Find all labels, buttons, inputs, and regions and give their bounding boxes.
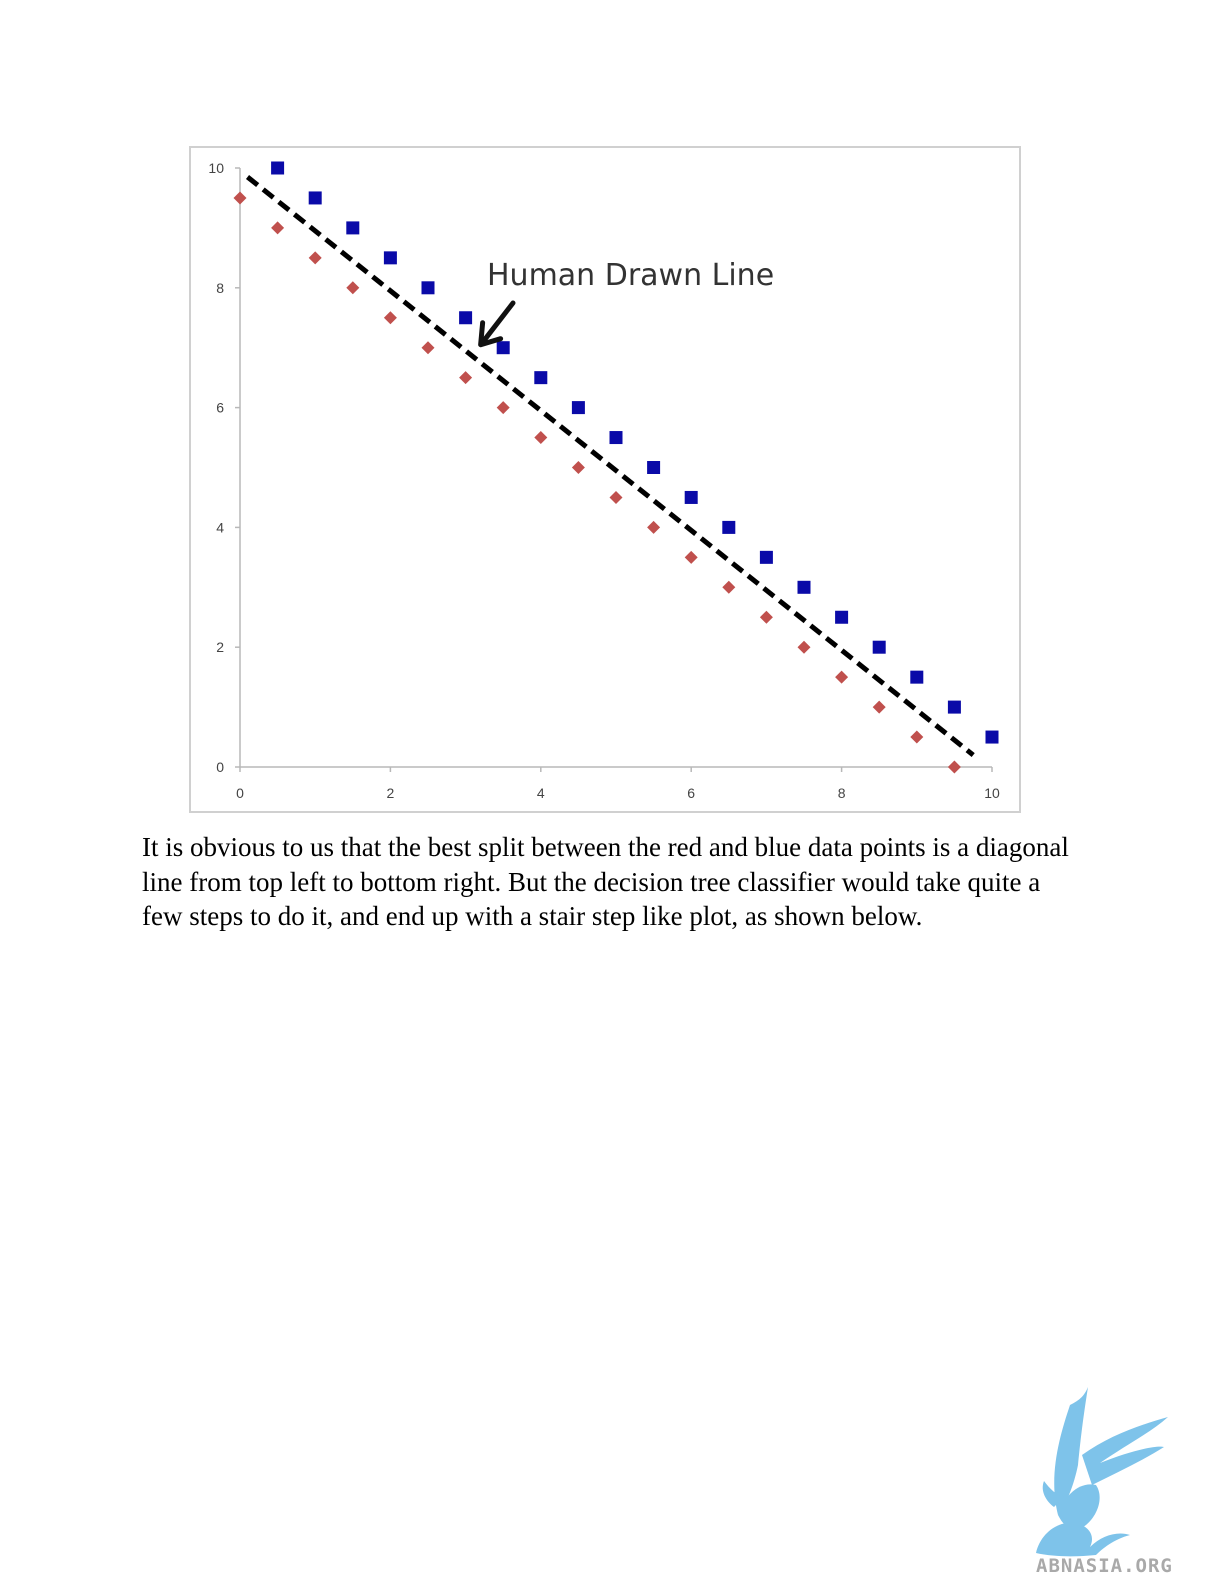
x-tick-label: 8 (838, 785, 846, 801)
blue-square-point (684, 490, 698, 504)
red-diamond-point (835, 670, 849, 684)
red-diamond-point (346, 281, 360, 295)
red-diamond-point (910, 730, 924, 744)
red-diamond-point (759, 610, 773, 624)
red-diamond-point (609, 490, 623, 504)
blue-square-point (346, 221, 360, 235)
x-tick-label: 0 (236, 785, 244, 801)
red-diamond-point (722, 580, 736, 594)
logo-wordmark: ABNASIA.ORG (1036, 1555, 1173, 1577)
blue-square-point (722, 520, 736, 534)
red-diamond-point (271, 221, 285, 235)
annotation-arrow-icon (478, 300, 516, 348)
red-diamond-point (797, 640, 811, 654)
x-tick-label: 4 (537, 785, 545, 801)
blue-square-point (759, 550, 773, 564)
blue-square-point (459, 311, 473, 325)
blue-square-point (308, 191, 322, 205)
red-diamond-point (684, 550, 698, 564)
y-tick-label: 8 (216, 280, 224, 296)
blue-square-point (571, 401, 585, 415)
red-diamond-point (421, 341, 435, 355)
scatter-chart: 0 2 4 6 8 10 0 2 4 6 8 10 Human Drawn Line (208, 160, 1000, 801)
blue-square-point (835, 610, 849, 624)
blue-square-point (947, 700, 961, 714)
red-diamond-point (872, 700, 886, 714)
y-tick-label: 2 (216, 639, 224, 655)
x-tick-label: 10 (984, 785, 1000, 801)
blue-square-point (534, 371, 548, 385)
blue-square-point (872, 640, 886, 654)
blue-square-point (271, 161, 285, 175)
blue-square-point (421, 281, 435, 295)
x-tick-label: 6 (687, 785, 695, 801)
red-diamond-point (534, 431, 548, 445)
human-drawn-line (245, 175, 975, 757)
blue-square-point (910, 670, 924, 684)
red-diamond-point (571, 461, 585, 474)
blue-square-point (609, 431, 623, 445)
red-diamond-point (233, 191, 247, 205)
blue-square-point (496, 341, 510, 355)
x-tick-label: 2 (387, 785, 395, 801)
y-tick-label: 0 (216, 759, 224, 775)
y-tick-label: 10 (208, 160, 224, 176)
red-diamond-point (459, 371, 473, 385)
annotation-label: Human Drawn Line (487, 258, 774, 293)
y-tick-label: 4 (216, 519, 224, 535)
blue-square-point (647, 461, 661, 474)
red-diamond-point (496, 401, 510, 415)
red-diamond-point (383, 311, 397, 325)
scatter-chart-figure: 0 2 4 6 8 10 0 2 4 6 8 10 Human Drawn Line (189, 146, 1021, 813)
body-paragraph: It is obvious to us that the best split … (142, 832, 1069, 931)
blue-square-point (985, 730, 999, 744)
red-diamond-point (308, 251, 322, 265)
red-diamond-point (647, 520, 661, 534)
data-points (233, 161, 999, 774)
blue-square-point (383, 251, 397, 265)
blue-square-point (797, 580, 811, 594)
red-diamond-point (947, 760, 961, 774)
axis-ticks: 0 2 4 6 8 10 0 2 4 6 8 10 (208, 160, 1000, 801)
y-tick-label: 6 (216, 400, 224, 416)
griffin-logo-icon (1036, 1387, 1168, 1557)
